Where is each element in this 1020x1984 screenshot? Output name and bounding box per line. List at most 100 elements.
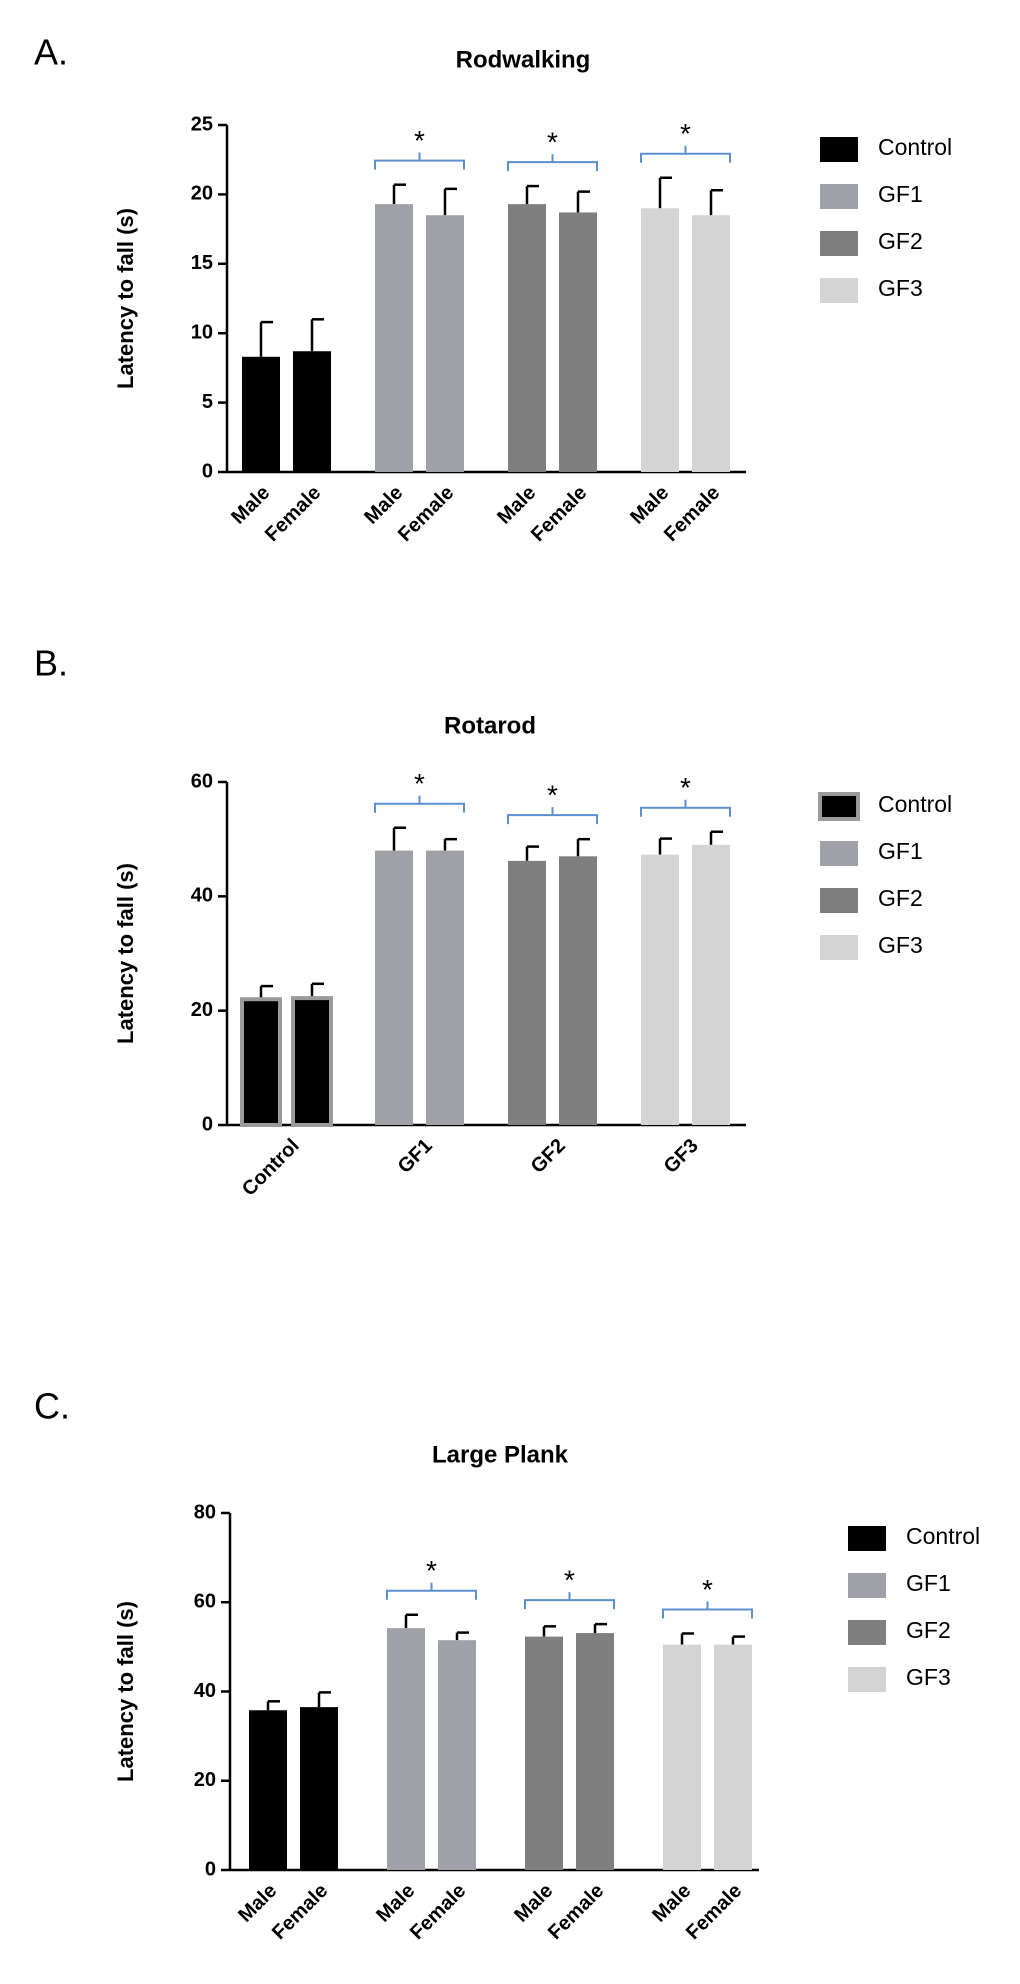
bar <box>576 1633 614 1870</box>
legend-swatch <box>818 792 860 821</box>
significance-label: * <box>547 126 558 157</box>
x-tick-label: GF3 <box>660 1135 703 1178</box>
x-tick-label: Male <box>648 1880 695 1927</box>
significance-label: * <box>680 772 691 803</box>
legend-label: GF2 <box>878 228 923 254</box>
legend-label: GF2 <box>906 1617 951 1643</box>
y-tick-label: 25 <box>191 113 213 135</box>
y-tick-label: 60 <box>191 770 213 792</box>
y-tick-label: 20 <box>194 1769 216 1791</box>
x-tick-label: Male <box>510 1880 557 1927</box>
y-tick-label: 20 <box>191 999 213 1021</box>
legend-label: GF3 <box>878 932 923 958</box>
bar <box>249 1710 287 1870</box>
x-tick-label: Male <box>372 1880 419 1927</box>
x-tick-label: Female <box>660 482 724 546</box>
significance-label: * <box>426 1555 437 1586</box>
legend-label: GF3 <box>906 1664 951 1690</box>
legend-swatch <box>848 1573 886 1598</box>
bar <box>692 215 730 472</box>
legend-swatch <box>820 935 858 960</box>
legend-label: GF1 <box>878 838 923 864</box>
chart-title: Large Plank <box>432 1441 569 1468</box>
x-tick-label: Male <box>360 482 407 529</box>
y-tick-label: 40 <box>191 885 213 907</box>
significance-label: * <box>414 768 425 799</box>
bar <box>375 204 413 472</box>
significance-label: * <box>680 118 691 149</box>
bar <box>242 356 280 472</box>
legend-swatch <box>848 1526 886 1551</box>
legend-label: GF2 <box>878 885 923 911</box>
x-tick-label: Male <box>227 482 274 529</box>
bar <box>387 1628 425 1870</box>
bar <box>426 850 464 1125</box>
chart-title: Rodwalking <box>456 46 591 73</box>
legend-swatch <box>820 841 858 866</box>
legend-swatch <box>848 1620 886 1645</box>
significance-bracket <box>374 795 465 813</box>
y-tick-label: 20 <box>191 183 213 205</box>
x-tick-label: Control <box>238 1135 304 1201</box>
significance-bracket <box>507 807 598 825</box>
y-tick-label: 0 <box>202 1113 213 1135</box>
legend-swatch <box>820 184 858 209</box>
x-tick-label: Female <box>394 482 458 546</box>
significance-bracket <box>507 154 598 172</box>
significance-label: * <box>547 780 558 811</box>
bar <box>559 856 597 1125</box>
legend-label: GF3 <box>878 275 923 301</box>
chart-title: Rotarod <box>444 712 536 739</box>
x-tick-label: Female <box>406 1880 470 1944</box>
bar <box>240 997 282 1128</box>
bar <box>508 204 546 472</box>
bar <box>641 208 679 472</box>
significance-label: * <box>702 1574 713 1605</box>
y-tick-label: 15 <box>191 252 213 274</box>
x-tick-label: Female <box>527 482 591 546</box>
panel-label: B. <box>34 643 68 684</box>
x-tick-label: GF2 <box>527 1135 570 1178</box>
bar <box>692 844 730 1125</box>
significance-bracket <box>662 1601 753 1619</box>
panel-label: C. <box>34 1386 70 1427</box>
y-axis-label: Latency to fall (s) <box>113 1601 138 1782</box>
y-tick-label: 5 <box>202 391 213 413</box>
bar <box>426 215 464 472</box>
significance-bracket <box>386 1582 477 1600</box>
bar <box>525 1636 563 1870</box>
significance-bracket <box>640 799 731 817</box>
bar <box>438 1640 476 1870</box>
significance-label: * <box>564 1565 575 1596</box>
panel-label: A. <box>34 32 68 73</box>
bar <box>508 860 546 1125</box>
legend-label: Control <box>906 1523 980 1549</box>
legend-swatch <box>820 137 858 162</box>
bar <box>641 854 679 1125</box>
significance-label: * <box>414 125 425 156</box>
legend-swatch <box>820 278 858 303</box>
legend-swatch <box>848 1667 886 1692</box>
x-tick-label: GF1 <box>394 1135 437 1178</box>
bar <box>559 212 597 472</box>
y-axis-label: Latency to fall (s) <box>113 208 138 389</box>
y-axis-label: Latency to fall (s) <box>113 863 138 1044</box>
bar <box>375 850 413 1125</box>
y-tick-label: 10 <box>191 321 213 343</box>
x-tick-label: Female <box>544 1880 608 1944</box>
x-tick-label: Female <box>268 1880 332 1944</box>
bar <box>663 1644 701 1870</box>
y-tick-label: 80 <box>194 1501 216 1523</box>
y-tick-label: 40 <box>194 1680 216 1702</box>
y-tick-label: 60 <box>194 1591 216 1613</box>
significance-bracket <box>524 1592 615 1610</box>
x-tick-label: Female <box>682 1880 746 1944</box>
legend-label: Control <box>878 791 952 817</box>
legend-label: Control <box>878 134 952 160</box>
legend-label: GF1 <box>878 181 923 207</box>
bar <box>714 1644 752 1870</box>
y-tick-label: 0 <box>205 1858 216 1880</box>
legend-swatch <box>820 231 858 256</box>
x-tick-label: Male <box>234 1880 281 1927</box>
significance-bracket <box>640 145 731 163</box>
